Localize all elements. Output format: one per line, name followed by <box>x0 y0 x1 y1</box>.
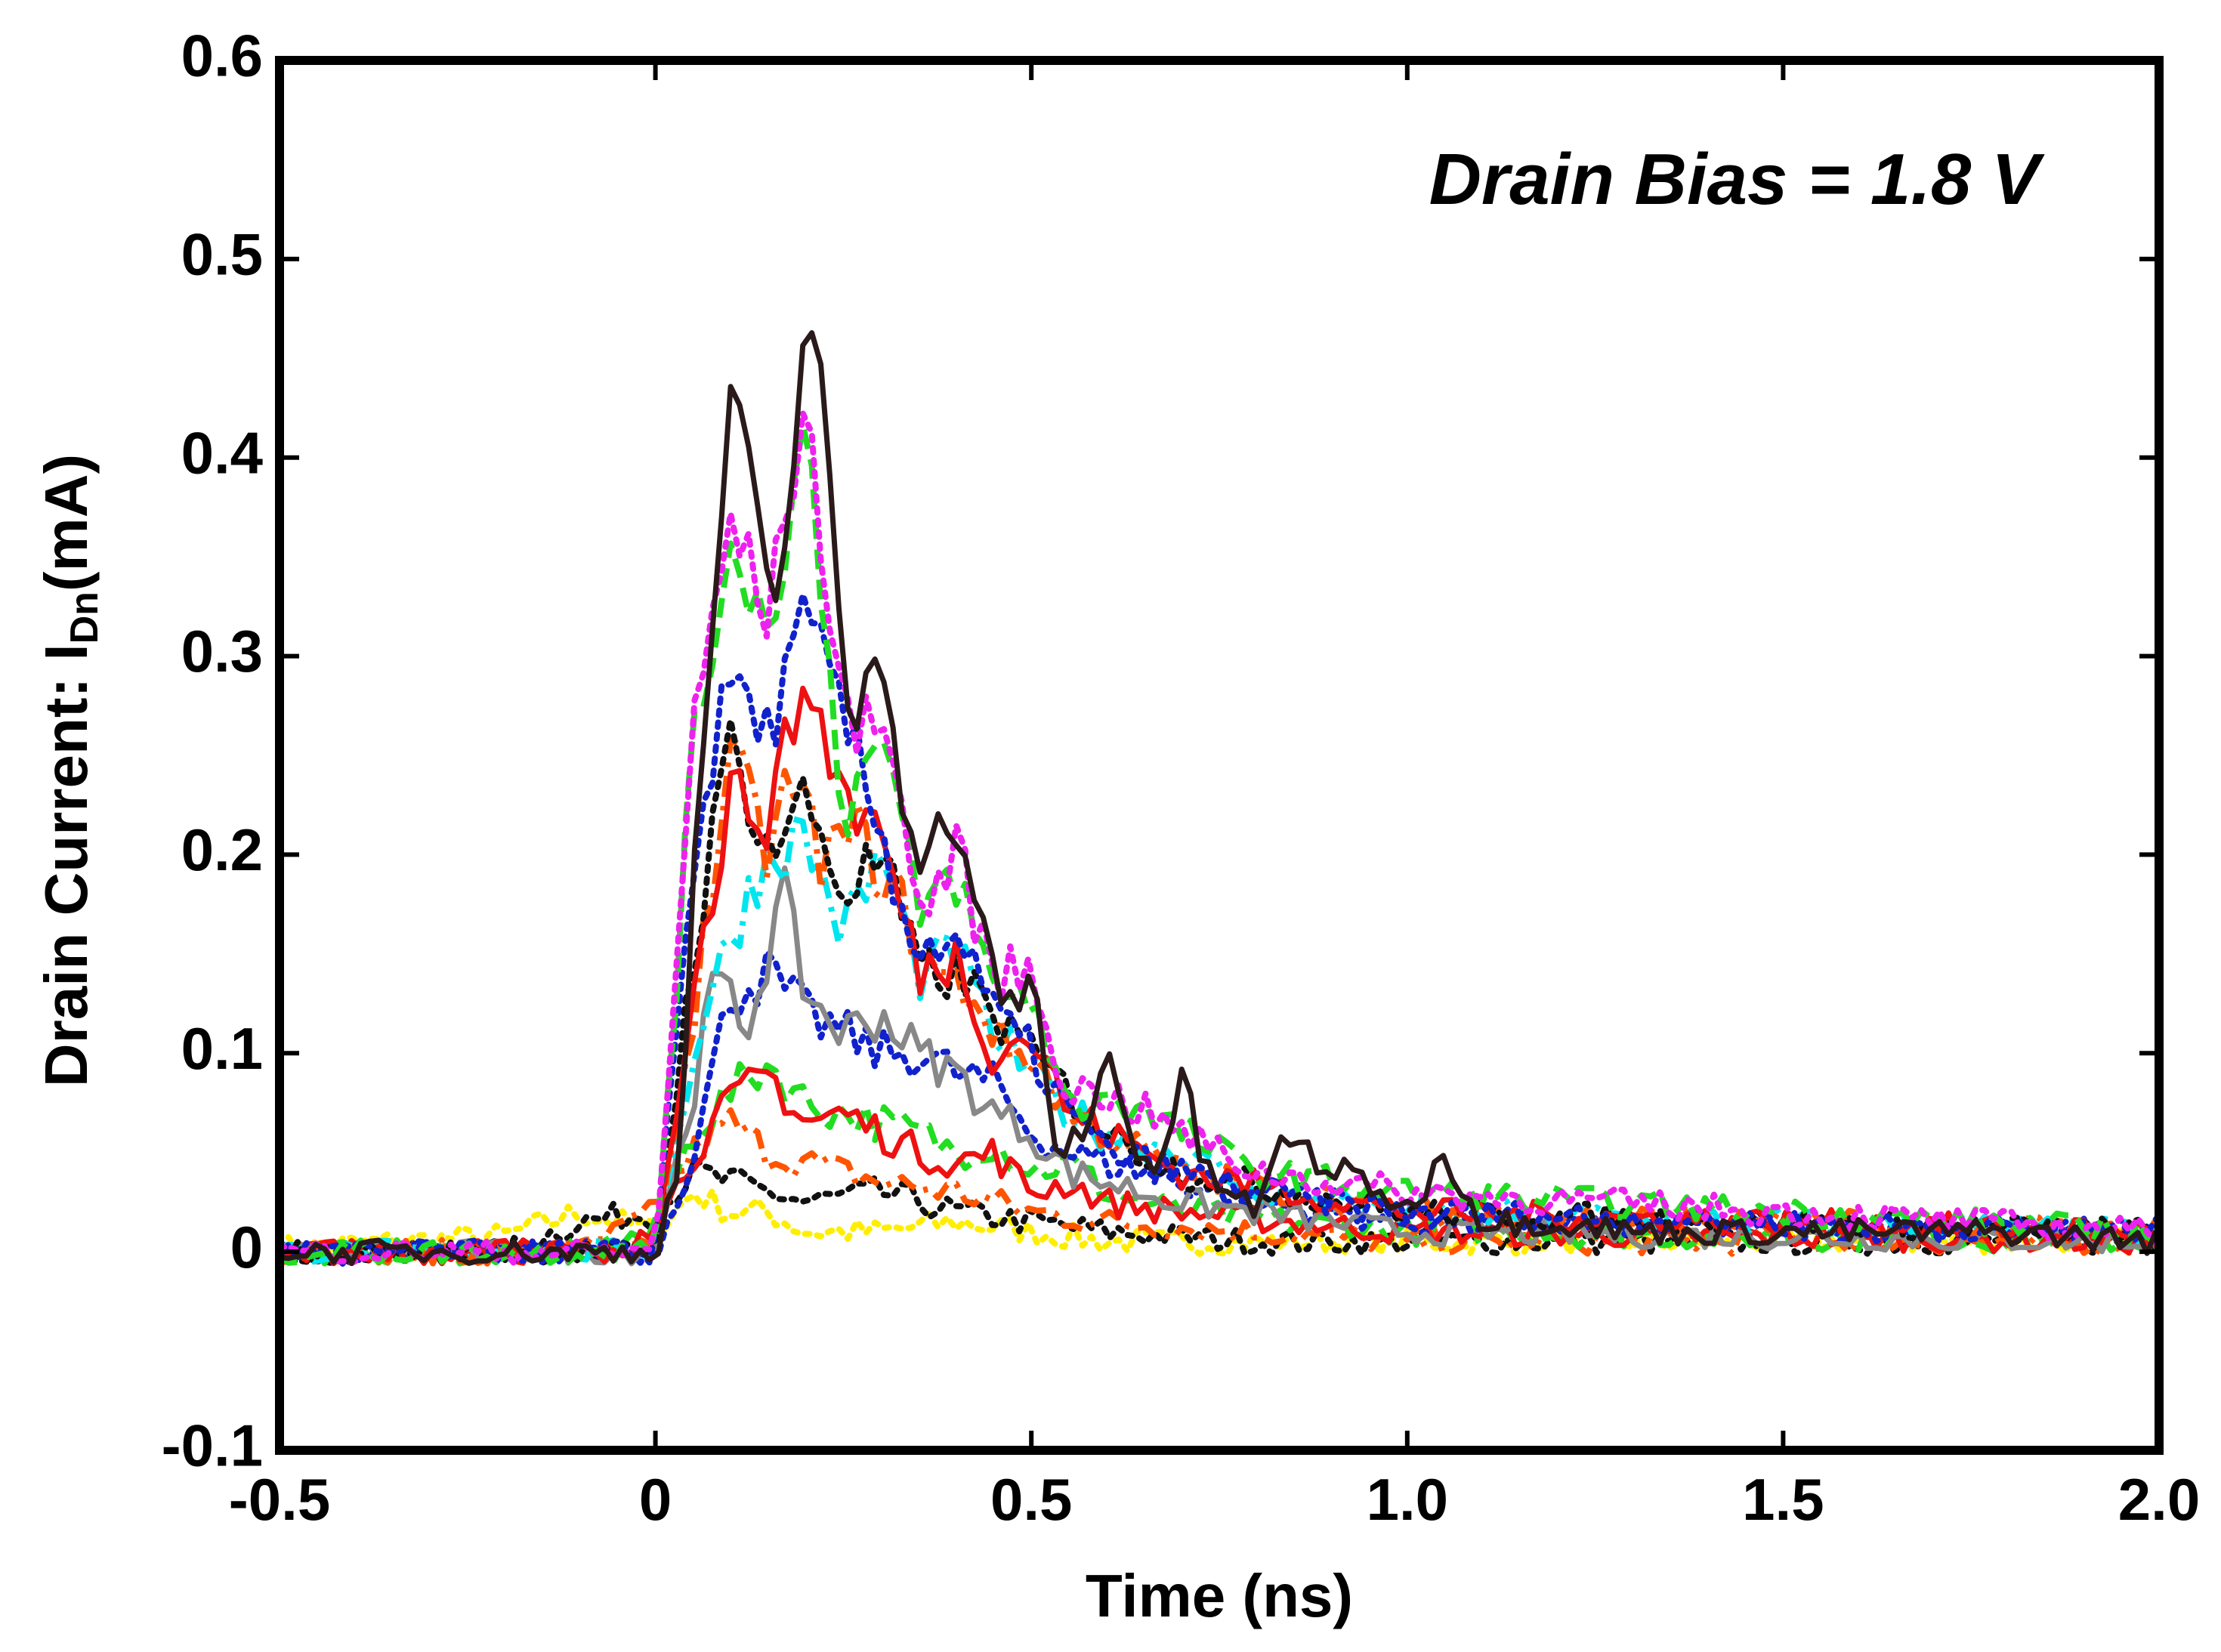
x-tick-label: 2.0 <box>2118 1466 2200 1533</box>
y-tick-label: 0.1 <box>181 1015 263 1082</box>
y-axis-title-suffix: (mA) <box>32 454 100 591</box>
y-tick-label: 0.2 <box>181 817 263 883</box>
y-axis-title-subscript: Dn <box>63 591 107 644</box>
y-tick-label: 0.6 <box>181 23 263 89</box>
x-tick-label: -0.5 <box>229 1466 330 1533</box>
x-tick-label: 0.5 <box>990 1466 1072 1533</box>
x-tick-label: 1.5 <box>1742 1466 1824 1533</box>
y-tick-label: 0.4 <box>181 419 263 486</box>
plot-frame <box>275 56 2164 1455</box>
y-tick-label: 0.5 <box>181 221 263 287</box>
y-tick-label: 0.3 <box>181 618 263 684</box>
series-trace-gray-solid <box>277 865 2158 1267</box>
x-axis-title: Time (ns) <box>1086 1562 1353 1629</box>
y-tick-label: -0.1 <box>162 1413 263 1479</box>
series-trace-cyan-dashdot <box>278 816 2158 1266</box>
y-axis-title: Drain Current: IDn(mA) <box>32 454 107 1087</box>
series-layer <box>276 330 2159 1267</box>
series-trace-magenta-dotted <box>276 410 2159 1267</box>
x-tick-label: 1.0 <box>1367 1466 1448 1533</box>
ticks-layer: -0.1 0 0.1 0.2 0.3 0.4 0.5 0.6 -0.5 0 0.5 1.0 1.5 2.0 <box>162 23 2201 1533</box>
series-trace-red-solid-mid <box>278 685 2158 1264</box>
y-tick-label: 0 <box>230 1214 263 1280</box>
drain-bias-annotation: Drain Bias = 1.8 V <box>1429 139 2045 220</box>
series-trace-black-solid <box>279 330 2159 1266</box>
y-axis-title-prefix: Drain Current: I <box>32 644 100 1087</box>
series-trace-orange-dashdot-low <box>279 1107 2157 1267</box>
x-tick-label: 0 <box>639 1466 672 1533</box>
